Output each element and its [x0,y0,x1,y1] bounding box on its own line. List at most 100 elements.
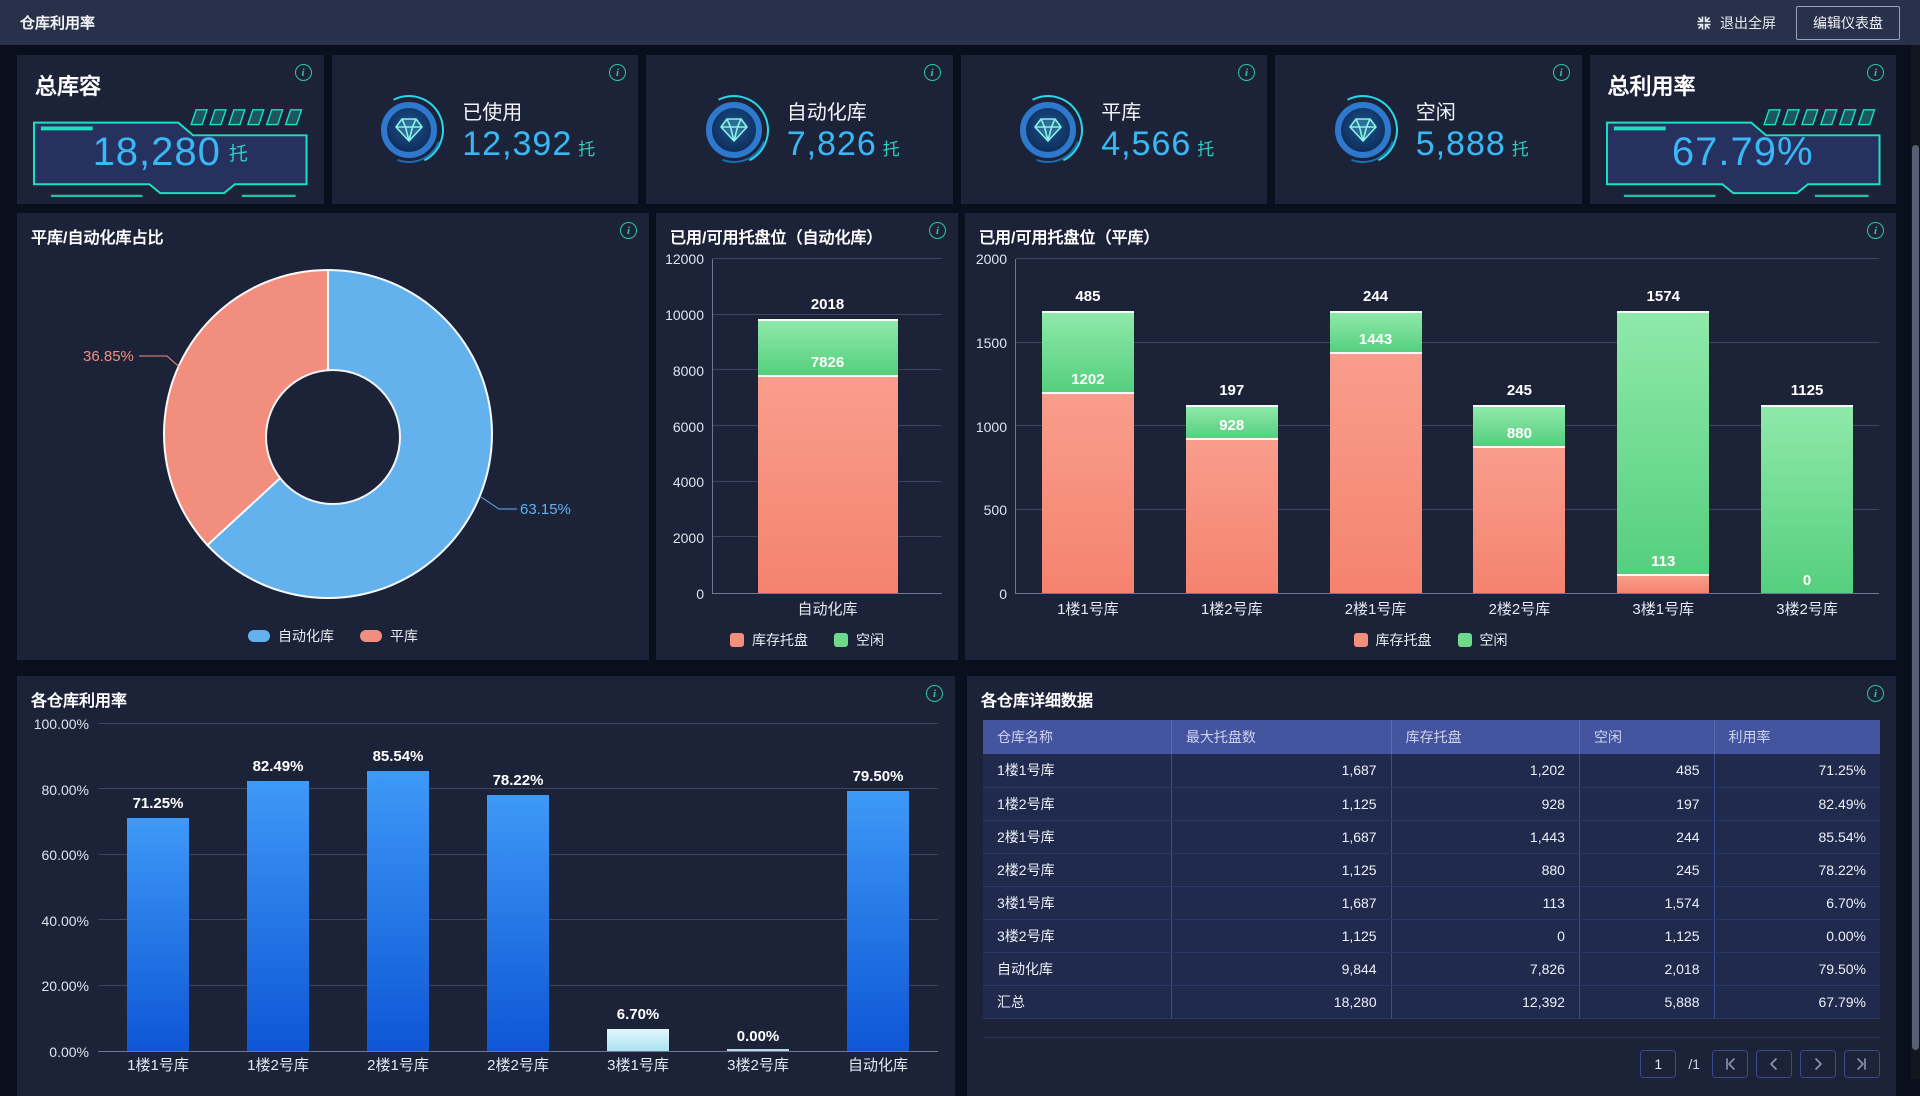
cell-value: 485 [1579,754,1715,788]
y-axis-tick: 80.00% [41,781,89,798]
bar-segment-used[interactable] [757,375,898,593]
legend-item-库存托盘[interactable]: 库存托盘 [730,630,808,650]
stacked-bar[interactable] [1473,405,1566,593]
info-icon[interactable] [620,222,637,239]
legend-item-空闲[interactable]: 空闲 [1457,630,1508,650]
info-icon[interactable] [1867,64,1884,81]
bar-value-label: 6.70% [616,1006,660,1024]
plot-area: 1202 485 1楼1号库 928 197 1楼2号库 1443 244 2楼1号库 880 24… [1015,258,1879,618]
gridline [1016,341,1879,343]
info-icon[interactable] [294,64,312,81]
cell-value: 1,687 [1171,754,1392,788]
info-icon[interactable] [1238,64,1255,81]
bar-label-used: 928 [1219,417,1245,435]
utilization-bar[interactable] [247,781,309,1051]
pagination-last-button[interactable] [1844,1050,1880,1078]
utilization-bar[interactable] [727,1049,789,1051]
column-header-最大托盘数: 最大托盘数 [1171,720,1392,754]
legend-marker [360,630,382,642]
legend-label: 自动化库 [278,628,334,644]
info-icon[interactable] [926,685,943,702]
legend-marker [1457,633,1472,647]
info-icon[interactable] [1867,685,1884,702]
legend-item-库存托盘[interactable]: 库存托盘 [1353,630,1432,650]
info-icon[interactable] [1552,64,1570,81]
table-pagination: 1 /1 [983,1037,1880,1078]
bar-slot: 78.22% 2楼2号库 [458,724,578,1074]
edit-dashboard-button[interactable]: 编辑仪表盘 [1796,5,1900,40]
bar-slot: 82.49% 1楼2号库 [218,724,338,1074]
utilization-bar[interactable] [367,771,429,1051]
kpi-card-1: 总库容 18,280 托 [17,55,324,204]
stacked-bar[interactable] [1329,311,1422,593]
utilization-bar[interactable] [607,1029,669,1051]
legend-marker [1353,633,1368,647]
plot-area: 7826 2018 自动化库 [712,258,942,618]
utilization-bar[interactable] [127,818,189,1051]
bar-segment-used[interactable] [1617,574,1710,593]
legend-label: 库存托盘 [1375,632,1432,648]
bar-segment-used[interactable] [1329,352,1422,593]
info-icon[interactable] [609,64,626,81]
kpi-unit: 托 [228,143,248,165]
x-axis-label: 2楼1号库 [1344,601,1407,618]
utilization-bar[interactable] [847,791,909,1051]
bar-segment-free[interactable] [1041,311,1134,393]
exit-fullscreen-label: 退出全屏 [1720,14,1776,31]
pagination-next-button[interactable] [1800,1050,1836,1078]
info-icon[interactable] [929,222,946,239]
bar-segment-used[interactable] [1185,438,1278,593]
pagination-prev-button[interactable] [1756,1050,1792,1078]
kpi-value-group: 12,392 托 [462,125,595,164]
stacked-bar[interactable] [1761,405,1854,593]
legend-item-平库[interactable]: 平库 [360,626,418,646]
pagination-first-button[interactable] [1712,1050,1748,1078]
bar-slot: 6.70% 3楼1号库 [578,724,698,1074]
icon-ring [705,101,762,158]
legend-item-空闲[interactable]: 空闲 [834,630,884,650]
page-number-box[interactable]: 1 [1640,1050,1677,1078]
bar-segment-free[interactable] [1473,405,1566,447]
bar-segment-free[interactable] [1329,311,1422,353]
cell-value: 880 [1391,853,1580,887]
plot-area: 71.25% 1楼1号库 82.49% 1楼2号库 85.54% 2楼1号库 78.22% 2… [98,723,938,1074]
table-row: 1楼1号库 1,687 1,202 485 71.25% [983,754,1880,788]
stacked-bar[interactable] [1185,405,1278,593]
bar-segment-free[interactable] [1761,405,1854,593]
bar-segment-used[interactable] [1473,446,1566,593]
bar-segment-free[interactable] [1185,405,1278,439]
kpi-unit: 托 [1511,139,1529,159]
gem-badge-icon [365,85,454,174]
cell-value: 1,125 [1171,853,1392,887]
bar-segment-free[interactable] [757,319,898,376]
kpi-text-group: 空闲 5,888 托 [1416,96,1529,164]
utilization-bar[interactable] [487,795,549,1051]
table-row: 自动化库 9,844 7,826 2,018 79.50% [983,952,1880,986]
gridline [713,258,942,259]
bar-slot: 7826 2018 自动化库 [713,259,942,618]
exit-fullscreen-button[interactable]: 退出全屏 [1696,13,1776,33]
tech-frame-graphic [32,109,308,198]
scrollbar-track[interactable] [1911,45,1920,1079]
stacked-bar[interactable] [757,319,898,593]
info-icon[interactable] [1867,222,1884,239]
scrollbar-thumb[interactable] [1912,145,1919,1050]
bar-value-label: 82.49% [252,758,304,776]
y-axis-tick: 0 [696,586,704,602]
slice-divider [327,269,329,434]
bar-segment-free[interactable] [1617,311,1710,575]
kpi-value: 7,826 [786,124,877,163]
panel-title: 各仓库利用率 [31,693,128,710]
kpi-value: 4,566 [1101,124,1192,163]
legend-item-自动化库[interactable]: 自动化库 [248,626,334,646]
bar-slot: 880 245 2楼2号库 [1448,259,1592,618]
bar-label-free: 2018 [810,296,845,314]
stacked-bar[interactable] [1041,311,1134,593]
kpi-unit: 托 [578,139,596,159]
bar-segment-used[interactable] [1041,392,1134,593]
stacked-bar[interactable] [1617,311,1710,593]
info-icon[interactable] [923,64,941,81]
legend-marker [730,633,744,647]
y-axis-tick: 4000 [672,474,704,491]
